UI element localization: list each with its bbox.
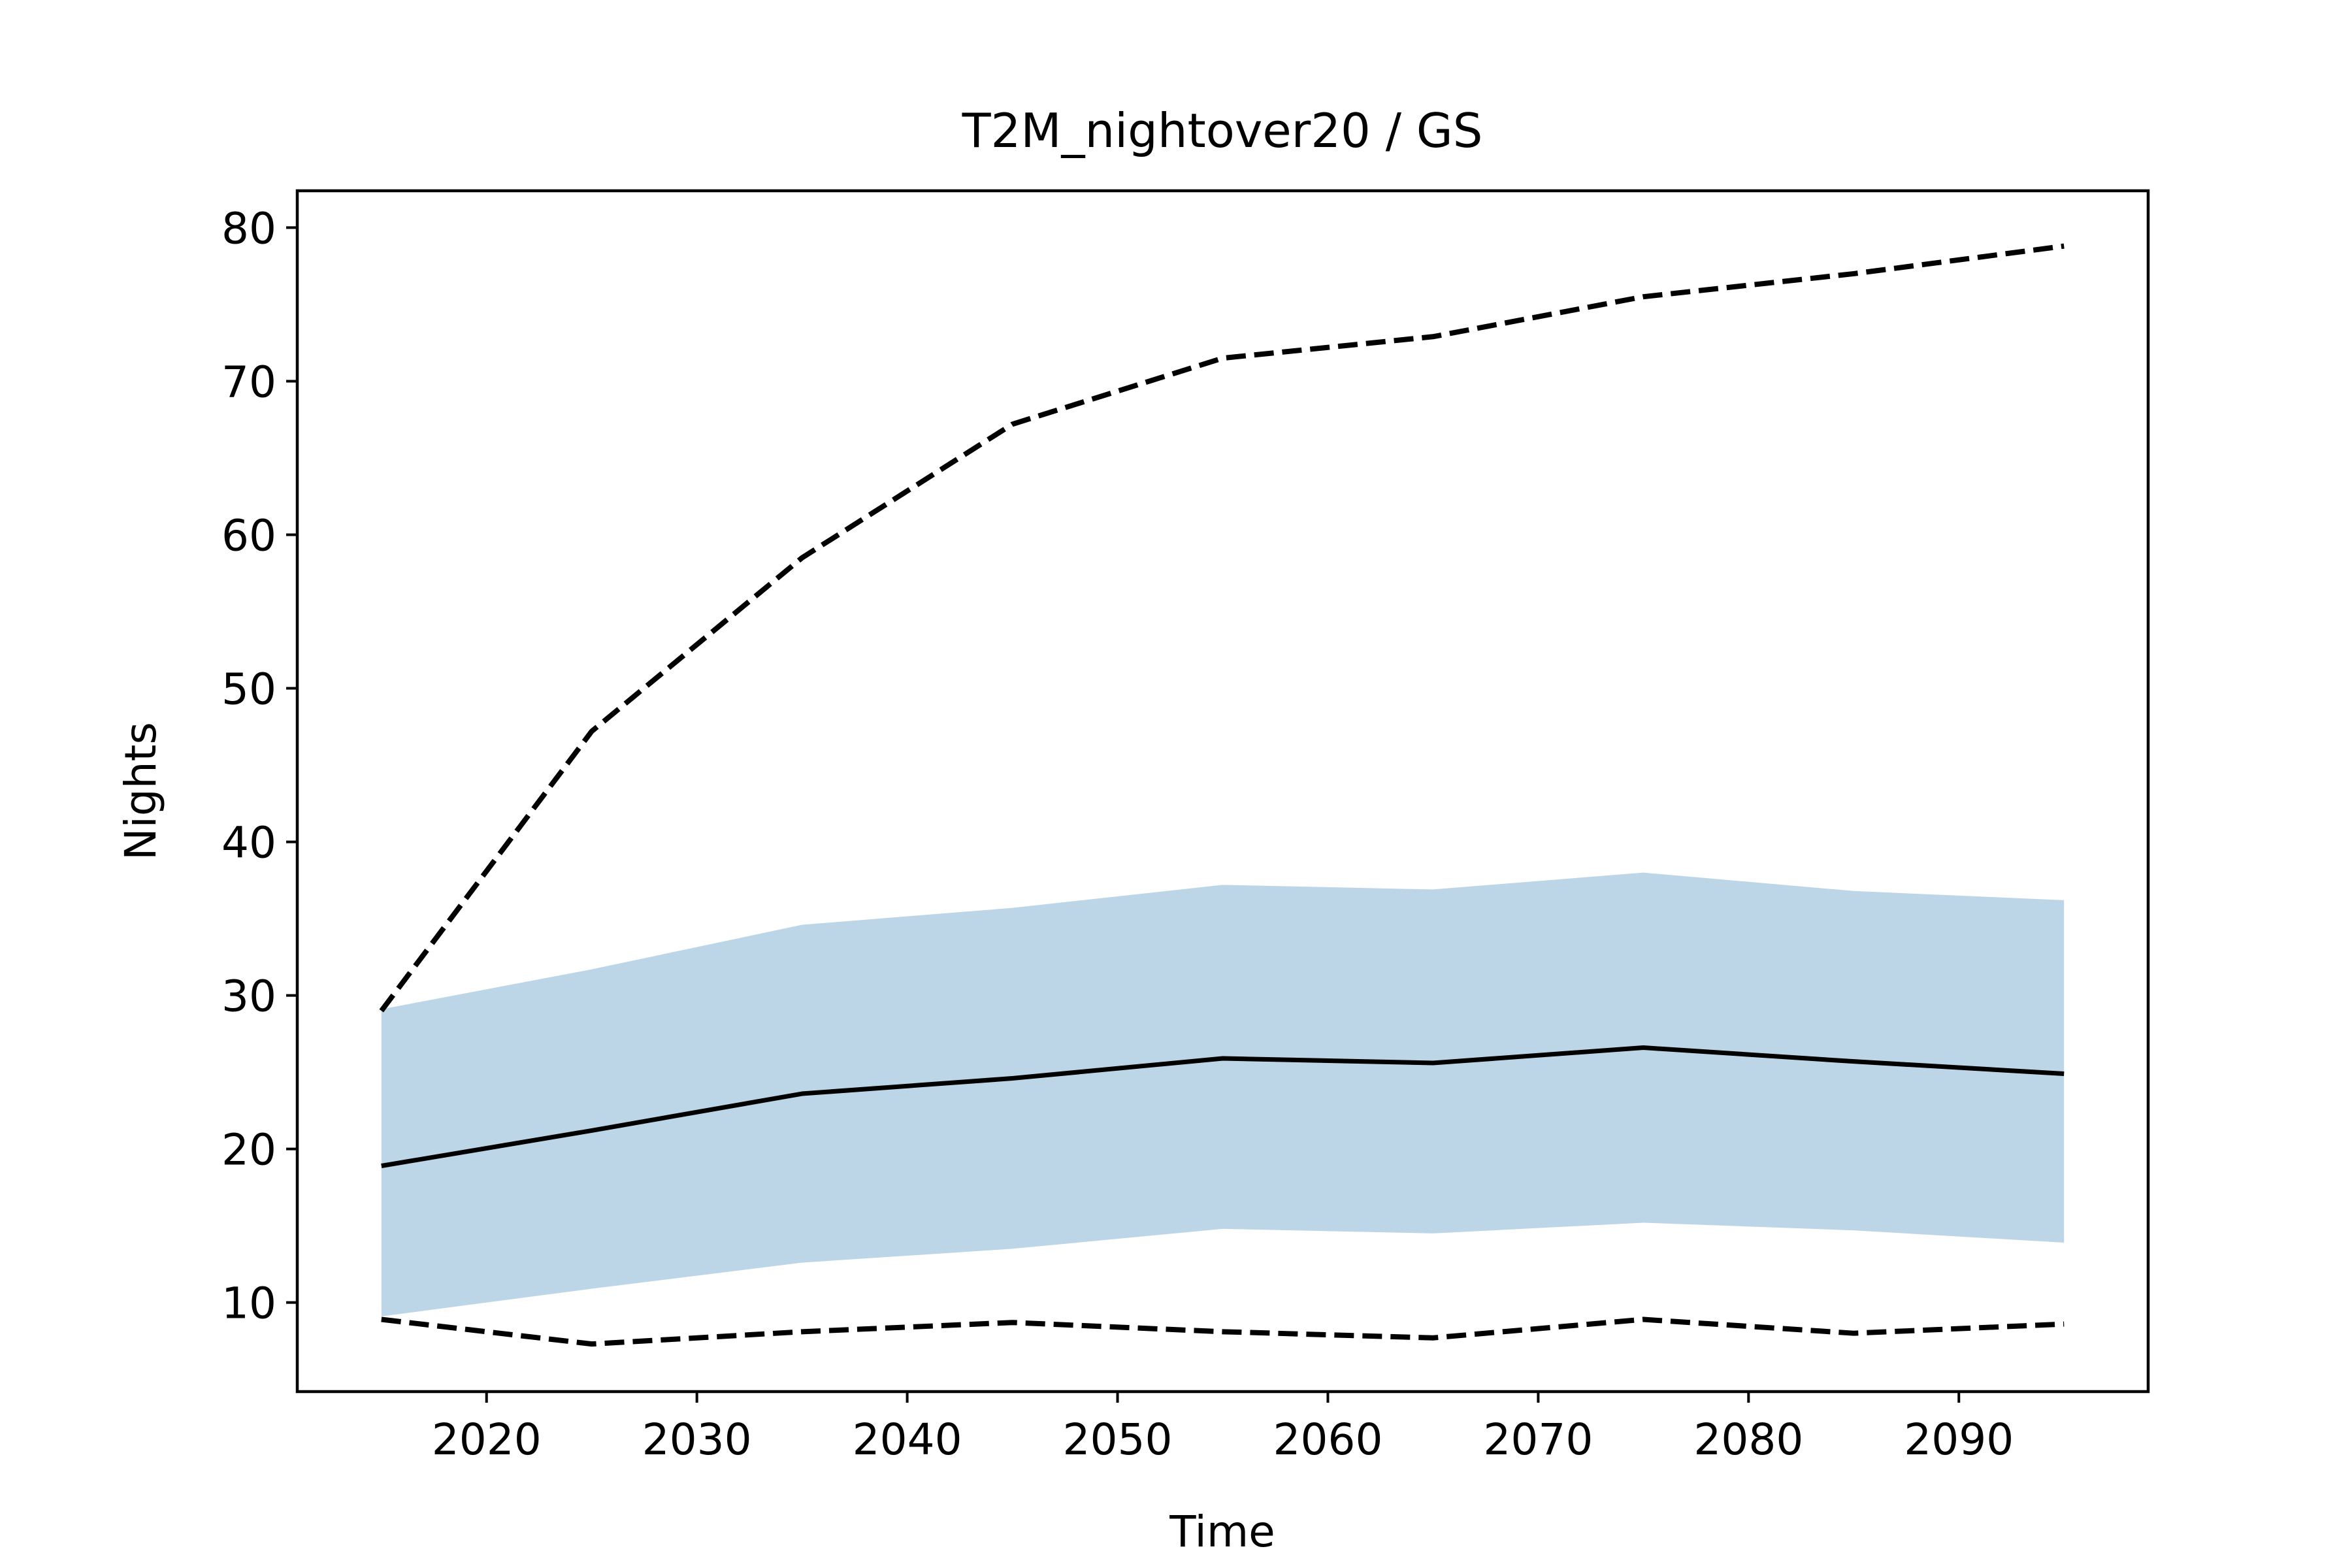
y-axis-label: Nights: [116, 722, 166, 860]
plot-frame: [295, 189, 2150, 1394]
y-tick-label: 60: [221, 510, 276, 561]
series-line-1: [379, 243, 2065, 1013]
tick-layer: 2020 2030 2040 2050 2060 2070 2080 209010203040…: [221, 203, 2014, 1465]
y-tick-label: 70: [221, 357, 276, 407]
y-tick-label: 30: [221, 972, 276, 1022]
plot-layer: [379, 243, 2065, 1347]
x-axis-label: Time: [1169, 1507, 1275, 1557]
x-tick-label: 2080: [1693, 1414, 1803, 1465]
y-tick-label: 10: [221, 1279, 276, 1329]
x-tick-label: 2020: [432, 1414, 542, 1465]
series-line-0: [381, 1045, 2065, 1168]
y-tick-label: 80: [221, 203, 276, 253]
chart-title: T2M_nightover20 / GS: [962, 103, 1483, 158]
y-tick-label: 40: [221, 818, 276, 868]
x-tick-label: 2030: [642, 1414, 752, 1465]
range-band: [381, 872, 2065, 1316]
x-tick-label: 2060: [1273, 1414, 1382, 1465]
y-tick-label: 50: [221, 664, 276, 715]
x-tick-label: 2090: [1904, 1414, 2014, 1465]
x-tick-label: 2050: [1063, 1414, 1173, 1465]
series-line-2: [381, 1316, 2065, 1347]
x-tick-label: 2040: [853, 1414, 962, 1465]
y-tick-label: 20: [221, 1125, 276, 1175]
x-tick-label: 2070: [1483, 1414, 1593, 1465]
